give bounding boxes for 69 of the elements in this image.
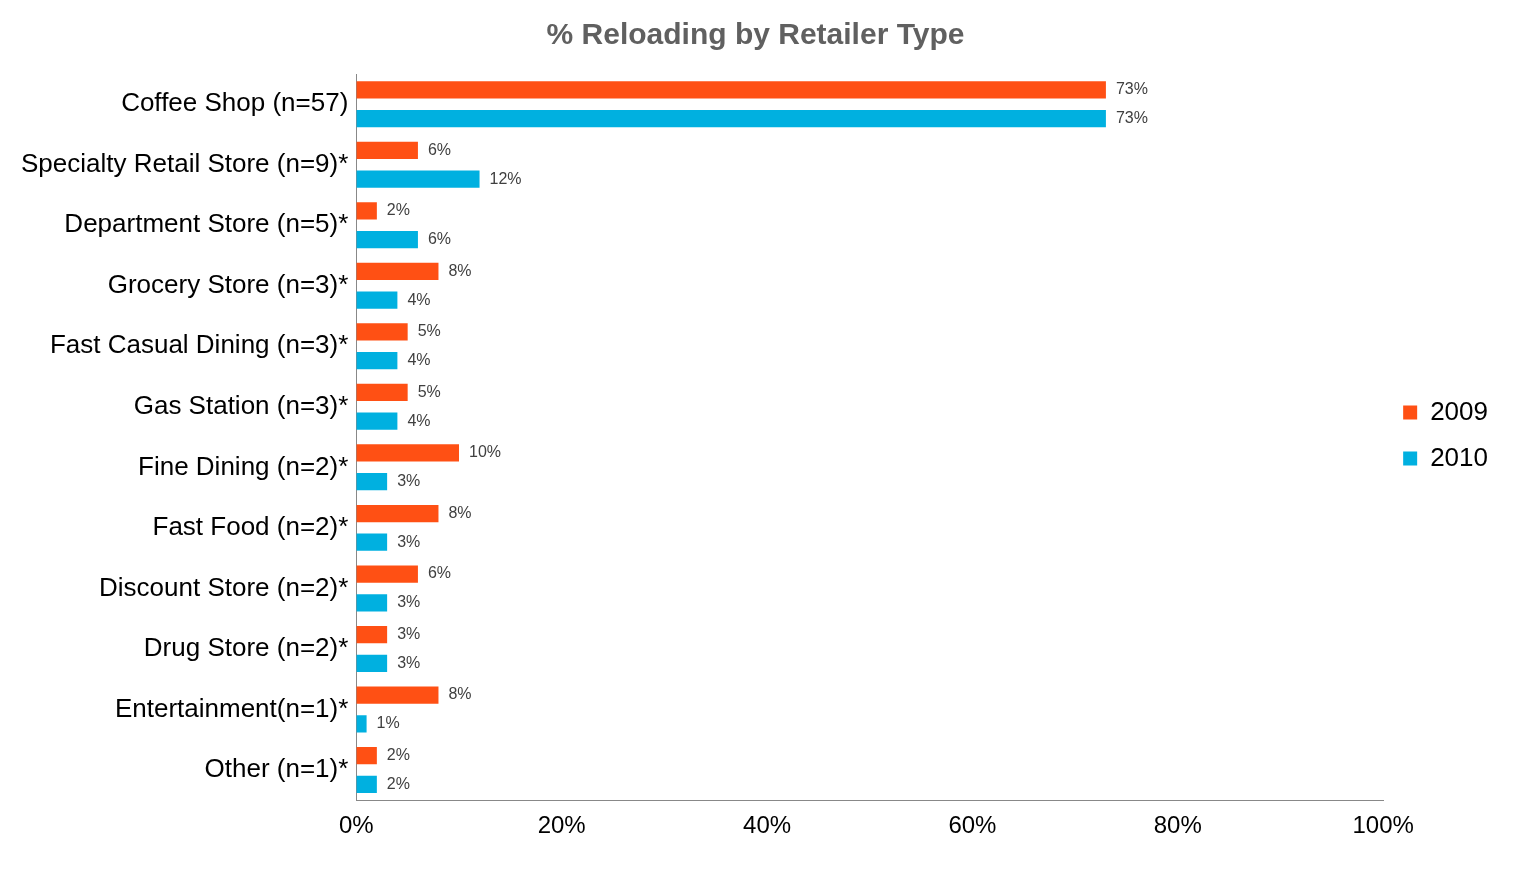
y-tick-label: Grocery Store (n=3)* (107, 268, 349, 299)
legend-label: 2010 (1430, 441, 1488, 472)
bar (356, 775, 377, 793)
chart-title: % Reloading by Retailer Type (546, 17, 965, 51)
bar (356, 594, 388, 612)
x-tick-label: 100% (1352, 811, 1414, 839)
y-tick-label: Specialty Retail Store (n=9)* (21, 147, 349, 178)
data-label: 8% (448, 261, 472, 279)
y-tick-label: Fast Food (n=2)* (152, 511, 349, 542)
data-label: 73% (1115, 109, 1148, 127)
y-tick-label: Fine Dining (n=2)* (138, 450, 349, 481)
data-label: 6% (427, 564, 452, 582)
bar (356, 231, 418, 249)
data-label: 12% (489, 169, 522, 187)
data-label: 3% (397, 653, 421, 671)
data-label: 3% (397, 472, 421, 490)
x-tick-label: 80% (1153, 811, 1202, 839)
y-tick-label: Discount Store (n=2)* (99, 571, 349, 602)
bar (356, 383, 408, 402)
bar (356, 686, 439, 704)
y-tick-label: Fast Casual Dining (n=3)* (49, 329, 349, 360)
bar (356, 473, 388, 491)
bar (356, 533, 388, 551)
data-label: 8% (448, 685, 472, 703)
bar (356, 170, 480, 188)
data-label: 5% (417, 322, 441, 340)
bar (356, 746, 377, 765)
bar (356, 141, 418, 160)
bar (356, 110, 1106, 128)
data-label: 2% (386, 201, 410, 219)
data-label: 6% (427, 140, 452, 158)
data-label: 4% (407, 351, 431, 369)
y-tick-label: Other (n=1)* (204, 753, 349, 784)
bar (356, 504, 439, 523)
y-tick-label: Department Store (n=5)* (64, 208, 349, 239)
bar (356, 202, 377, 220)
x-tick-label: 40% (743, 811, 792, 839)
x-tick-label: 60% (948, 811, 997, 839)
data-label: 73% (1115, 80, 1148, 98)
bar (356, 565, 418, 583)
y-tick-label: Entertainment(n=1)* (114, 692, 349, 723)
data-label: 10% (469, 443, 502, 461)
y-tick-label: Drug Store (n=2)* (143, 632, 349, 663)
bar (356, 291, 398, 309)
y-tick-label: Gas Station (n=3)* (133, 390, 349, 421)
bar (356, 352, 398, 370)
data-label: 4% (407, 290, 431, 308)
bar (356, 715, 367, 733)
data-label: 4% (407, 411, 431, 429)
bar (356, 262, 439, 281)
data-label: 2% (386, 774, 410, 792)
data-label: 3% (397, 624, 421, 642)
data-label: 6% (427, 230, 452, 248)
data-label: 3% (397, 532, 421, 550)
x-tick-label: 0% (338, 811, 374, 839)
x-tick-label: 20% (537, 811, 586, 839)
data-label: 3% (397, 593, 421, 611)
y-tick-label: Coffee Shop (n=57) (121, 87, 349, 118)
data-label: 2% (386, 745, 410, 763)
data-label: 5% (417, 382, 441, 400)
bar (356, 625, 388, 644)
bar (356, 412, 398, 430)
bar (356, 81, 1106, 99)
bar (356, 654, 388, 672)
data-label: 1% (376, 714, 400, 732)
legend-label: 2009 (1430, 395, 1488, 426)
bar (356, 444, 460, 462)
bar (356, 323, 408, 341)
data-label: 8% (448, 503, 472, 521)
